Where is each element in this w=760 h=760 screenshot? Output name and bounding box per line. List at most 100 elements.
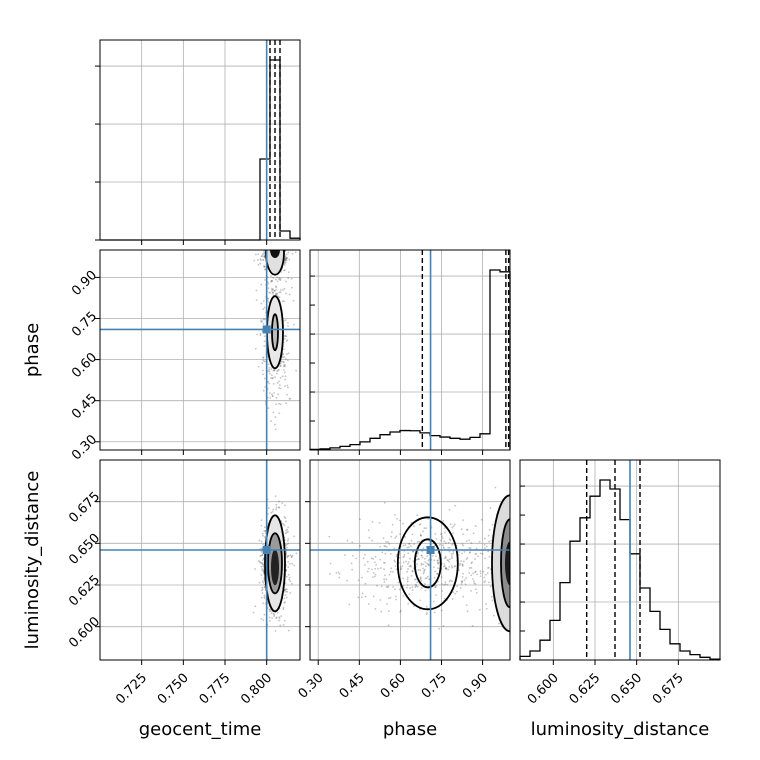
density-point [379,558,382,561]
density-point [511,576,513,578]
contour-core [271,549,279,586]
density-point [290,277,293,280]
density-point [437,567,439,570]
density-point [447,568,450,571]
density-point [454,565,457,567]
density-point [278,296,281,299]
density-point [511,576,513,578]
density-point [439,539,442,542]
density-point [355,557,358,560]
density-point [275,508,278,511]
density-point [344,554,346,557]
density-point [450,553,453,555]
density-point [380,610,383,613]
density-point [263,306,266,309]
density-point [516,540,518,542]
density-point [460,580,463,583]
density-point [515,522,517,524]
x-tick-label: 0.45 [337,671,368,702]
density-point [268,243,270,245]
density-point [390,567,393,570]
density-point [488,566,490,569]
density-point [257,560,260,563]
density-point [383,545,386,547]
density-point [277,369,280,372]
density-point [276,245,278,247]
density-point [278,617,281,620]
y-tick-label: 0.90 [69,268,100,299]
density-point [386,603,388,605]
density-panel-geocent_time-phase: 0.30 0.45 0.60 0.75 0.90 [69,243,301,463]
density-point [268,610,271,613]
density-point [261,588,264,591]
density-point [267,246,269,248]
density-point [442,544,444,547]
density-point [278,380,280,383]
density-point [255,299,258,301]
density-point [441,590,444,592]
density-point [385,545,388,548]
density-point [461,552,464,555]
density-point [485,603,487,605]
density-point [280,243,282,245]
density-point [282,369,285,371]
density-point [263,247,265,249]
density-point [514,557,516,559]
density-point [436,573,439,575]
density-point [443,597,446,600]
density-point [386,586,389,589]
density-point [384,552,387,555]
density-point [416,563,418,566]
density-point [444,566,447,569]
density-point [273,369,276,371]
density-point [414,586,417,589]
density-point [337,571,340,574]
density-point [401,565,404,568]
density-point [472,532,475,535]
density-point [469,547,472,550]
density-point [441,535,443,538]
y-tick-label: 0.650 [66,531,103,568]
density-point [284,259,287,262]
density-point [383,581,386,583]
density-point [468,547,471,549]
density-point [426,555,429,557]
density-point [264,530,267,532]
density-point [257,365,260,368]
density-point [382,537,385,540]
density-point [443,540,446,543]
density-point [515,570,517,572]
density-point [511,580,513,582]
density-point [284,375,287,378]
density-point [466,528,469,531]
density-point [270,280,273,283]
density-point [361,576,363,579]
density-point [448,561,451,563]
density-point [277,393,280,396]
panel-frame [519,459,721,661]
density-point [384,574,386,577]
density-point [286,257,289,259]
density-point [285,569,288,572]
density-point [372,576,374,579]
density-point [262,570,265,573]
density-point [423,571,425,573]
density-point [399,566,402,569]
density-point [422,567,424,570]
density-point [475,552,478,555]
density-point [271,617,274,620]
density-point [273,613,276,616]
density-point [391,570,394,573]
density-point [283,337,286,340]
density-point [459,562,462,565]
density-point [263,613,266,616]
density-point [273,290,276,292]
density-point [515,552,517,554]
density-point [493,614,495,617]
density-point [405,586,408,589]
density-point [286,384,289,387]
density-point [489,585,492,588]
density-point [461,563,464,566]
density-point [389,570,392,573]
density-point [290,243,292,245]
